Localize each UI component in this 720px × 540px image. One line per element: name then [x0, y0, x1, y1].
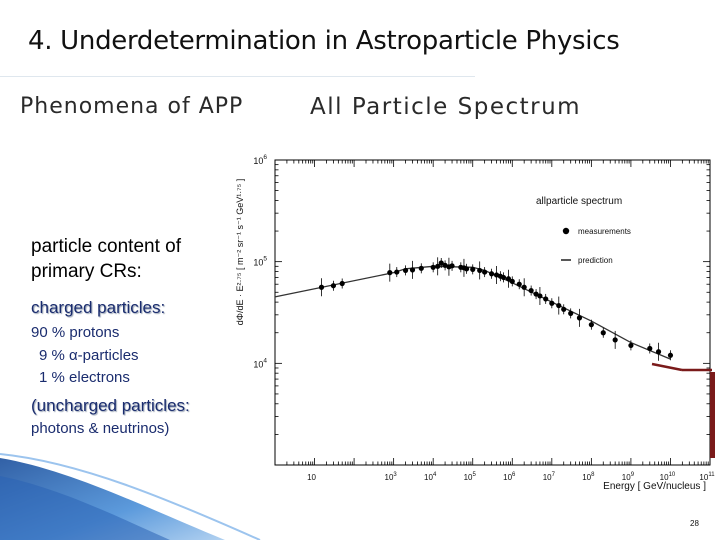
x-tick-label: 106: [503, 472, 516, 482]
deco-line: [0, 453, 261, 540]
y-tick-label: 105: [253, 256, 267, 268]
measurement-point: [339, 280, 345, 287]
uncharged-particles-heading: (uncharged particles:: [31, 396, 190, 415]
legend-dot-marker: [562, 227, 570, 235]
measurement-point: [318, 284, 325, 290]
measurement-point: [576, 315, 583, 321]
measurement-point: [612, 337, 618, 343]
measurement-point: [418, 265, 424, 271]
x-tick-label: 108: [582, 472, 595, 482]
measurement-point: [505, 276, 512, 282]
uhe-marker-1: [651, 362, 683, 372]
deco-wave-2: [0, 476, 170, 540]
measurement-point: [430, 264, 436, 270]
measurement-point: [464, 266, 470, 272]
x-tick-label: 10: [307, 473, 316, 482]
measurement-point: [561, 306, 567, 312]
measurement-point: [528, 287, 534, 294]
y-tick-label: 106: [253, 154, 267, 166]
ultra-high-energy-markers: [651, 362, 715, 458]
measurement-point: [568, 310, 574, 316]
measurement-point: [655, 349, 662, 355]
measurement-point: [470, 266, 476, 272]
page-number: 28: [690, 519, 699, 528]
plot-frame: [274, 159, 711, 466]
x-tick-label: 1010: [660, 472, 676, 482]
measurement-point: [521, 284, 527, 290]
measurement-point: [438, 260, 444, 266]
charged-item-alpha: 9 % α-particles: [39, 347, 139, 364]
legend-label-measurements: measurements: [578, 227, 631, 236]
left-heading: Phenomena of APP: [20, 94, 244, 119]
measurement-point: [387, 270, 393, 276]
uncharged-items: photons & neutrinos): [31, 420, 170, 437]
measurement-point: [647, 345, 653, 352]
uhe-marker-3: [710, 372, 715, 458]
measurement-point: [500, 274, 507, 281]
measurement-point: [543, 296, 549, 302]
x-tick-label: 107: [543, 472, 556, 482]
measurement-point: [402, 267, 409, 274]
x-tick-label: 109: [622, 472, 635, 482]
charged-item-protons: 90 % protons: [31, 324, 120, 341]
measurement-point: [477, 267, 483, 274]
x-tick-label: 104: [424, 472, 437, 482]
measurement-point: [488, 271, 495, 277]
y-tick-labels: 106 105 104: [253, 154, 267, 369]
chart-title: allparticle spectrum: [536, 196, 622, 207]
slide-title: 4. Underdetermination in Astroparticle P…: [28, 26, 620, 56]
measurement-point: [549, 300, 555, 306]
x-axis-label: Energy [ GeV/nucleus ]: [603, 481, 706, 492]
y-axis-label: dΦ/dE · E²·⁷⁵ [ m⁻² sr⁻¹ s⁻¹ GeV¹·⁷⁵ ]: [235, 179, 245, 325]
spectrum-chart: 106 105 104 10 103 104 105 106 107 108 109 1010 101…: [235, 154, 715, 492]
measurement-points: [318, 257, 674, 361]
content-line-2: primary CRs:: [31, 261, 142, 282]
measurement-point: [667, 352, 674, 358]
corner-decoration: [0, 453, 261, 540]
measurement-point: [509, 278, 515, 284]
measurement-point: [600, 330, 606, 336]
charged-particles-heading: charged particles:: [31, 298, 166, 317]
y-tick-label: 104: [253, 357, 267, 369]
x-tick-label: 103: [385, 472, 398, 482]
measurement-point: [449, 263, 455, 269]
axis-ticks: [274, 160, 710, 466]
content-line-1: particle content of: [31, 236, 181, 257]
measurement-point: [482, 269, 488, 275]
x-tick-label: 105: [464, 472, 477, 482]
measurement-point: [409, 267, 416, 273]
right-heading: All Particle Spectrum: [310, 94, 582, 120]
measurement-point: [588, 322, 594, 328]
measurement-point: [330, 283, 337, 289]
legend-label-prediction: prediction: [578, 256, 613, 265]
measurement-point: [628, 342, 634, 349]
x-tick-labels: 10 103 104 105 106 107 108 109 1010 1011: [307, 472, 715, 482]
x-tick-label: 1011: [699, 472, 715, 482]
measurement-point: [556, 302, 562, 309]
title-divider: [0, 76, 475, 77]
measurement-point: [516, 281, 522, 287]
measurement-point: [394, 269, 400, 275]
charged-item-electrons: 1 % electrons: [39, 369, 130, 386]
measurement-point: [537, 293, 543, 299]
measurement-point: [435, 263, 441, 269]
